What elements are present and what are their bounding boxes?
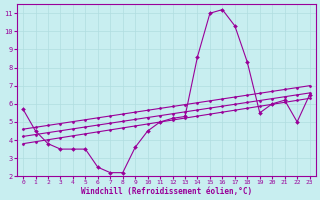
X-axis label: Windchill (Refroidissement éolien,°C): Windchill (Refroidissement éolien,°C)	[81, 187, 252, 196]
